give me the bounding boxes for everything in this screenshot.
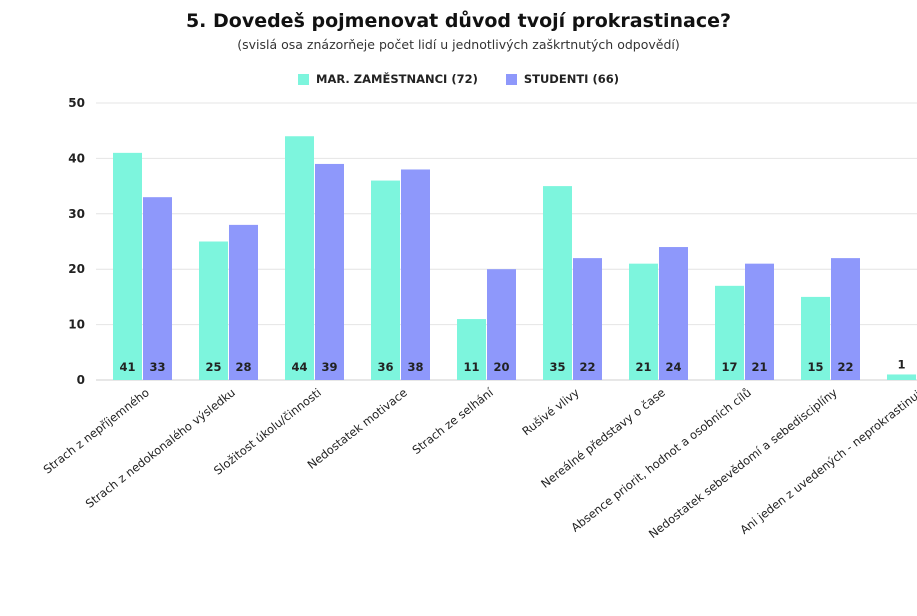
bar-employees — [199, 241, 228, 380]
data-label: 20 — [493, 360, 509, 374]
data-label: 21 — [635, 360, 651, 374]
legend-item-employees: MAR. ZAMĚSTNANCI (72) — [298, 72, 478, 86]
legend-item-students: STUDENTI (66) — [505, 72, 619, 86]
bar-students — [229, 224, 258, 380]
data-label: 17 — [721, 360, 737, 374]
chart-title: 5. Dovedeš pojmenovat důvod tvojí prokra… — [185, 10, 732, 32]
bar-employees — [371, 180, 400, 380]
data-label: 35 — [549, 360, 565, 374]
data-label: 28 — [235, 360, 251, 374]
y-tick-label: 50 — [68, 96, 85, 110]
data-label: 11 — [463, 360, 479, 374]
chart-legend: MAR. ZAMĚSTNANCI (72) STUDENTI (66) — [0, 72, 917, 86]
legend-swatch-employees — [298, 73, 309, 85]
bar-students — [831, 258, 860, 380]
legend-label-employees: MAR. ZAMĚSTNANCI (72) — [316, 72, 478, 86]
bar-students — [573, 258, 602, 380]
bar-employees — [457, 319, 486, 380]
legend-label-students: STUDENTI (66) — [523, 72, 619, 86]
bar-students — [143, 197, 172, 380]
bar-students — [401, 169, 430, 380]
bar-employees — [801, 296, 830, 380]
y-tick-label: 0 — [77, 373, 85, 387]
bar-students — [487, 269, 516, 380]
x-tick-label: Strach ze selhání — [409, 385, 496, 457]
legend-swatch-students — [505, 73, 517, 85]
data-label: 15 — [807, 360, 823, 374]
data-label: 38 — [407, 360, 423, 374]
x-tick-label: Nedostatek sebevědomí a sebedisciplíny — [646, 385, 840, 541]
data-label: 44 — [291, 360, 307, 374]
bar-employees — [113, 152, 142, 380]
y-tick-label: 30 — [68, 207, 85, 221]
y-tick-label: 40 — [68, 151, 85, 165]
data-label: 33 — [149, 360, 165, 374]
chart-subtitle: (svislá osa znázorňeje počet lidí u jedn… — [237, 37, 680, 52]
bar-employees — [285, 136, 314, 380]
x-tick-label: Ani jeden z uvedených - neprokrastinuji — [737, 385, 917, 537]
bar-employees — [887, 374, 916, 380]
data-label: 22 — [579, 360, 595, 374]
data-label: 24 — [665, 360, 681, 374]
x-tick-label: Strach z nedokonalého výsledku — [83, 385, 238, 510]
y-tick-label: 20 — [68, 262, 85, 276]
data-label: 25 — [205, 360, 221, 374]
bar-employees — [715, 285, 744, 380]
y-tick-label: 10 — [68, 318, 85, 332]
bar-employees — [543, 186, 572, 380]
data-label: 22 — [837, 360, 853, 374]
data-label: 36 — [377, 360, 393, 374]
data-label: 39 — [321, 360, 337, 374]
data-label: 1 — [897, 357, 905, 371]
bar-students — [315, 163, 344, 380]
bar-employees — [629, 263, 658, 380]
x-tick-label: Rušivé vlivy — [519, 385, 582, 438]
bar-students — [659, 247, 688, 380]
bar-students — [745, 263, 774, 380]
x-tick-label: Absence priorit, hodnot a osobních cílů — [568, 385, 754, 534]
data-label: 41 — [119, 360, 135, 374]
data-label: 21 — [751, 360, 767, 374]
